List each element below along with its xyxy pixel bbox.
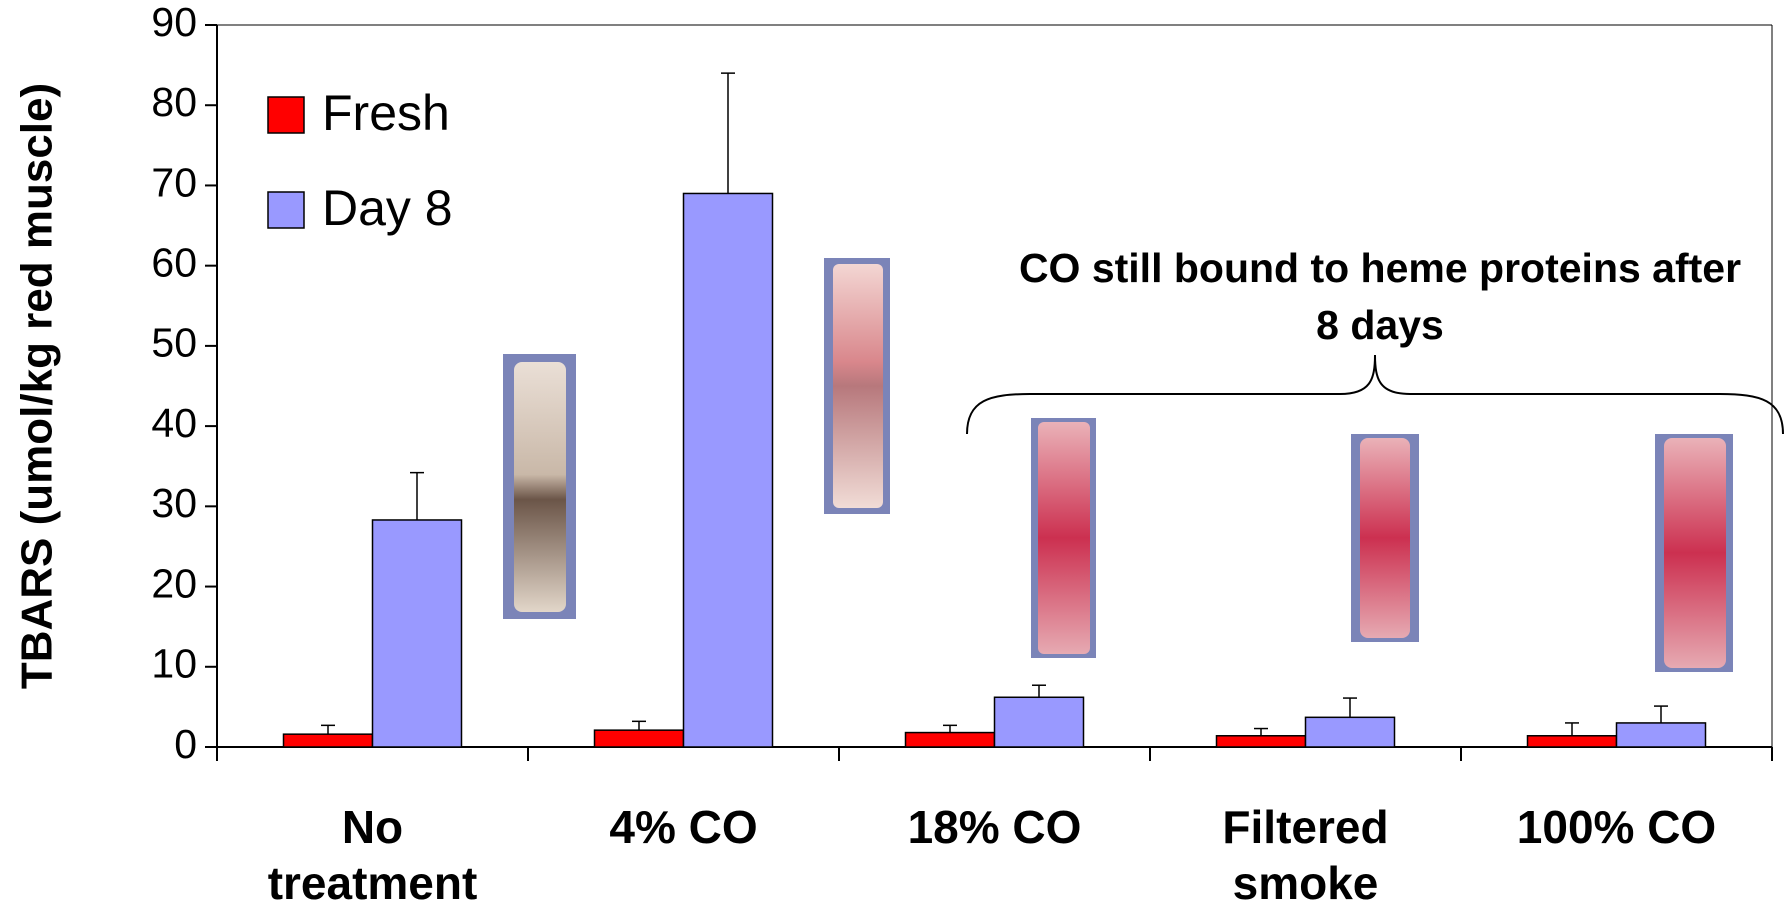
y-tick-label: 40 [151,400,197,446]
y-tick-label: 70 [151,159,197,205]
legend-label: Fresh [322,85,450,141]
photo [1360,438,1410,638]
y-tick-label: 90 [151,0,197,45]
error-bar [943,724,957,733]
annotation: CO still bound to heme proteins after 8 … [1018,245,1742,348]
error-bar [1032,684,1046,698]
x-tick-label: No treatment [267,801,478,909]
y-axis-label: TBARS (umol/kg red muscle) [13,83,62,689]
bar [993,696,1085,748]
error-bar [1565,722,1579,736]
brace [966,354,1784,435]
y-tick-label: 20 [151,560,197,606]
legend-swatch [267,96,305,134]
legend-label: Day 8 [322,180,453,236]
error-bar [1343,697,1357,718]
error-bar [1654,705,1668,723]
photo [514,362,566,612]
photo [1038,422,1090,654]
y-tick-label: 30 [151,480,197,526]
bar [593,729,685,748]
x-tick-label: 18% CO [907,801,1082,853]
legend-swatch [267,191,305,229]
error-bar [632,720,646,731]
error-bar [721,72,735,194]
error-bar [410,471,424,520]
error-bar [321,724,335,735]
x-tick-label: 100% CO [1516,801,1717,853]
photo [1664,438,1726,668]
x-tick-label: 4% CO [609,801,758,853]
bar [1304,716,1396,748]
bar [904,731,996,748]
y-tick-label: 10 [151,641,197,687]
error-bar [1254,727,1268,736]
bar [1615,722,1707,748]
bar [1215,735,1307,748]
x-tick-label: Filtered smoke [1222,801,1389,909]
y-tick-label: 60 [151,239,197,285]
bar [282,733,374,748]
y-tick-label: 50 [151,320,197,366]
bar [371,519,463,748]
photos [503,258,1733,672]
bar [1526,735,1618,748]
photo [833,264,883,508]
y-tick-label: 0 [174,721,197,767]
y-tick-label: 80 [151,79,197,125]
bar [682,192,774,748]
